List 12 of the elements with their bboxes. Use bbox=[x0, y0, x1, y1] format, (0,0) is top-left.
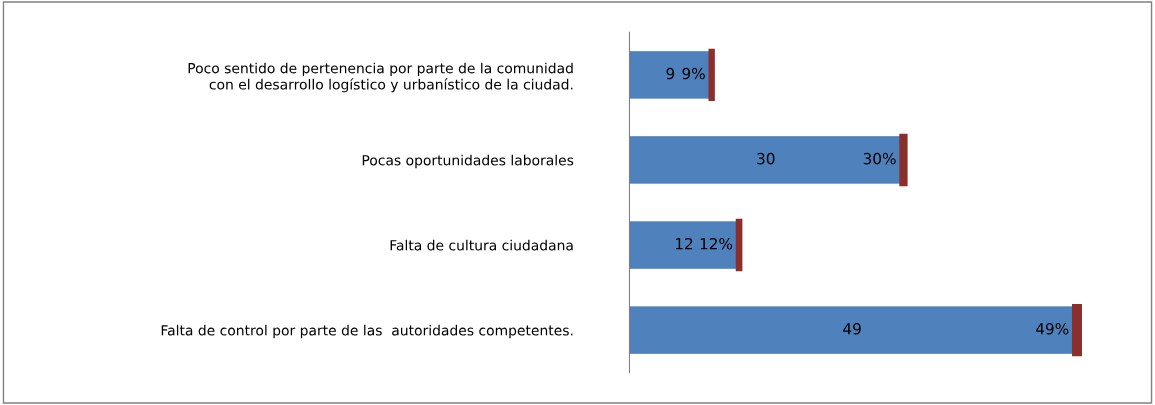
data-label: 49% bbox=[1035, 322, 1069, 335]
data-label: 9 bbox=[666, 67, 675, 80]
data-label: 30% bbox=[863, 152, 896, 165]
data-label: 12% bbox=[700, 237, 733, 250]
y-tick-label: Pocas oportunidades laborales bbox=[362, 154, 574, 169]
data-label: 9% bbox=[682, 67, 705, 80]
y-tick-label: Falta de control por parte de las autoridades competentes. bbox=[161, 324, 573, 339]
data-label: 12 bbox=[675, 237, 693, 250]
data-label: 49 bbox=[843, 322, 861, 335]
y-tick-label: Poco sentido de pertenencia por parte de la comunidad con el desarrollo logístico y urbanístico de la ciudad. bbox=[188, 62, 573, 93]
y-tick-label: Falta de cultura ciudadana bbox=[390, 239, 573, 251]
data-label: 30 bbox=[757, 152, 775, 165]
